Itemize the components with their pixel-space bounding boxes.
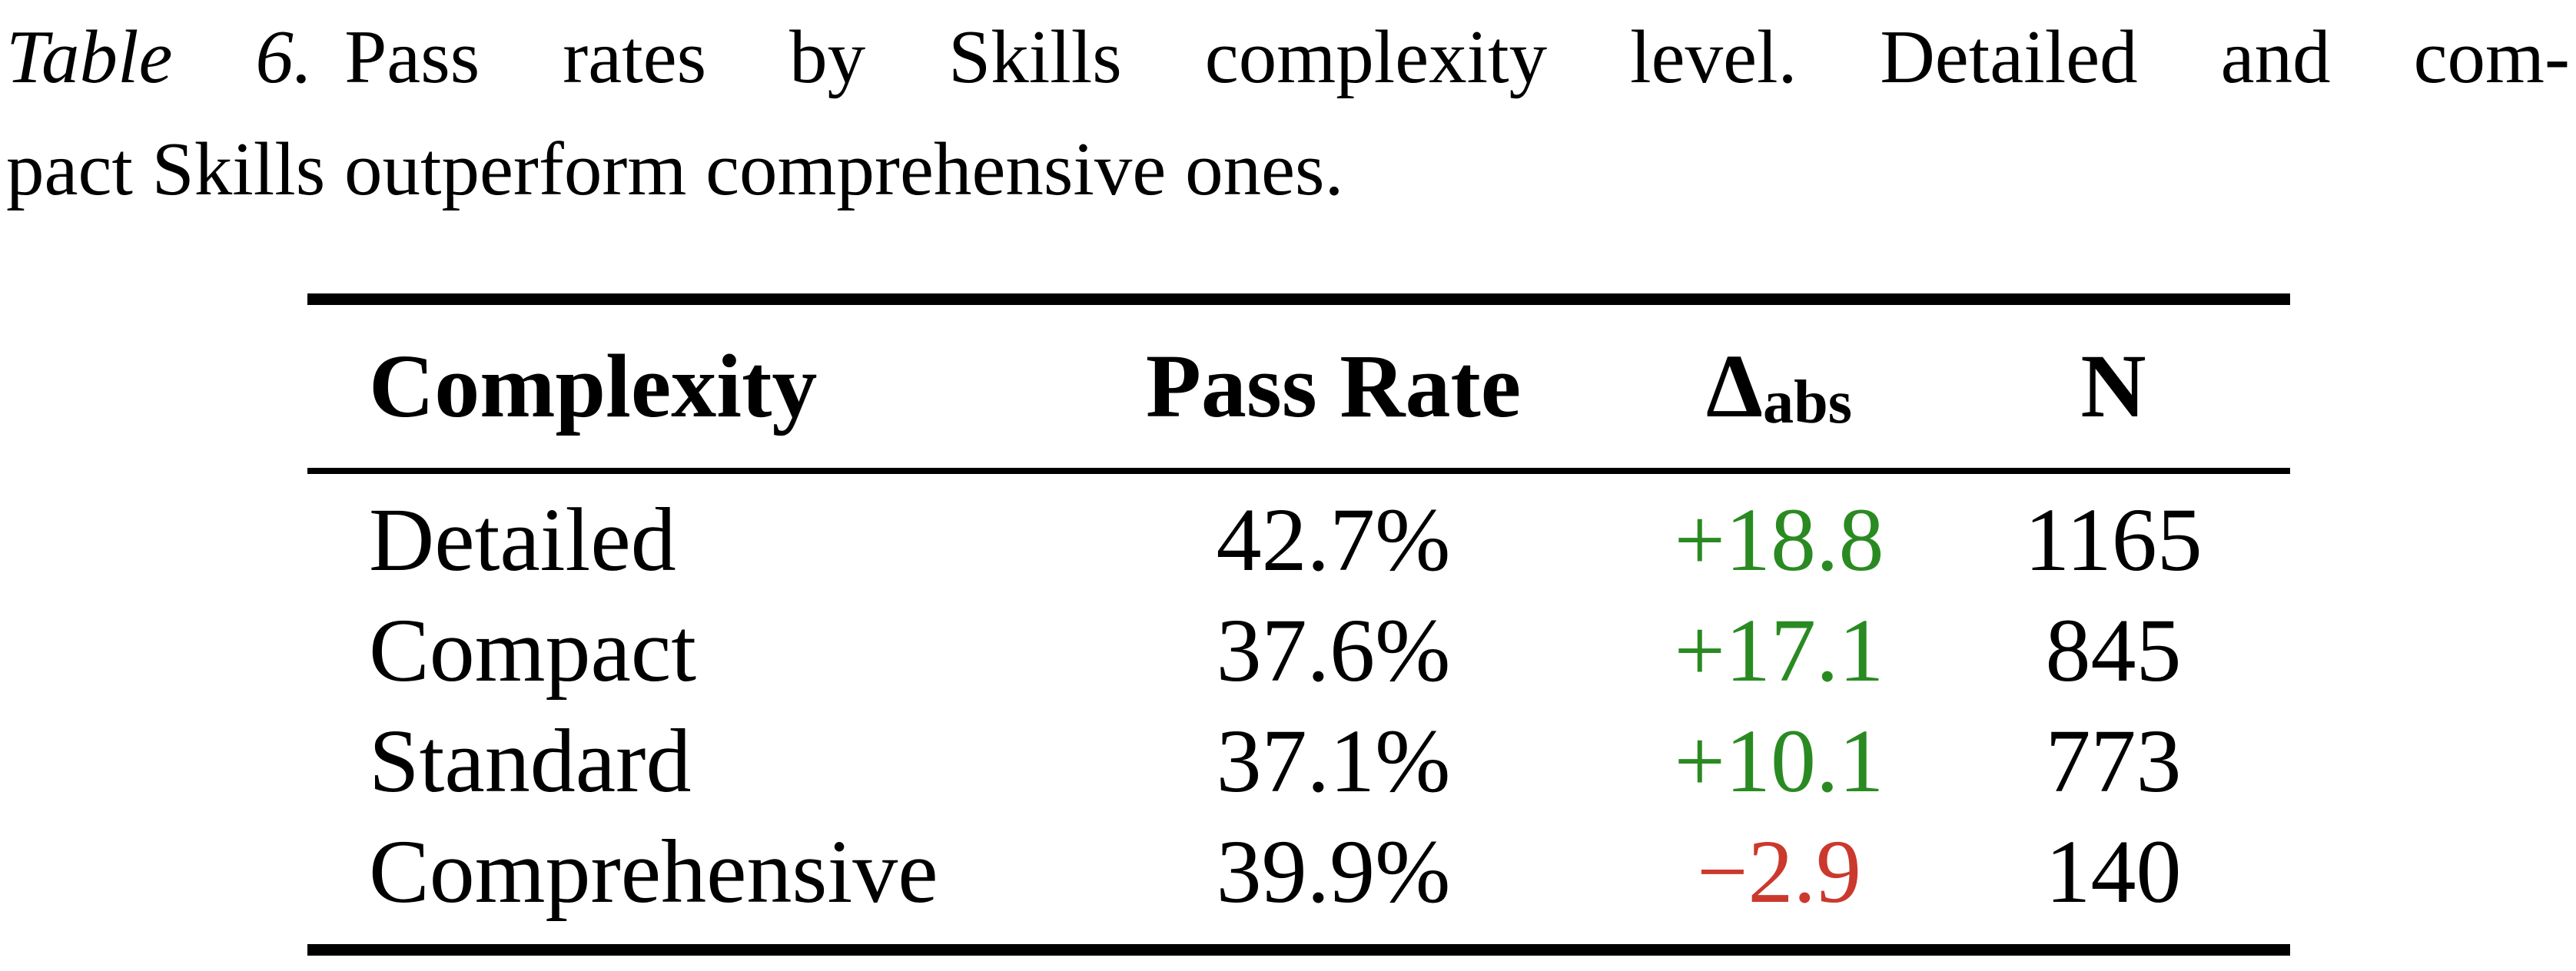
cell-n: 1165: [2024, 489, 2203, 590]
column-header-complexity: Complexity: [369, 336, 818, 436]
cell-complexity: Detailed: [369, 489, 676, 590]
cell-complexity: Standard: [369, 711, 692, 811]
table-body: Detailed 42.7% +18.8 1165 Compact 37.6% …: [307, 474, 2290, 944]
column-header-n: N: [2080, 336, 2146, 436]
cell-pass-rate: 37.1%: [1216, 711, 1451, 811]
cell-delta-abs: +18.8: [1674, 489, 1884, 590]
cell-complexity: Compact: [369, 600, 697, 701]
caption-line-1: Table 6. Pass rates by Skills complexity …: [6, 2, 2570, 114]
table-row: Comprehensive 39.9% −2.9 140: [307, 817, 2290, 927]
cell-n: 845: [2045, 600, 2182, 701]
cell-delta-abs: −2.9: [1696, 821, 1862, 922]
table-row: Detailed 42.7% +18.8 1165: [307, 485, 2290, 595]
cell-delta-abs: +17.1: [1674, 600, 1884, 701]
cell-pass-rate: 37.6%: [1216, 600, 1451, 701]
cell-delta-abs: +10.1: [1674, 711, 1884, 811]
cell-pass-rate: 42.7%: [1216, 489, 1451, 590]
caption-text-line2: pact Skills outperform comprehensive one…: [6, 128, 1344, 211]
table-midrule: [307, 468, 2290, 474]
cell-n: 140: [2045, 821, 2182, 922]
table-caption: Table 6. Pass rates by Skills complexity …: [6, 2, 2570, 226]
caption-text-line1: Pass rates by Skills complexity level. D…: [344, 15, 2570, 99]
cell-pass-rate: 39.9%: [1216, 821, 1451, 922]
table-row: Standard 37.1% +10.1 773: [307, 706, 2290, 817]
cell-n: 773: [2045, 711, 2182, 811]
delta-symbol: Δ: [1706, 336, 1763, 436]
table-row: Compact 37.6% +17.1 845: [307, 595, 2290, 706]
column-header-pass-rate: Pass Rate: [1145, 336, 1522, 436]
caption-label: Table 6.: [6, 15, 313, 99]
cell-complexity: Comprehensive: [369, 821, 938, 922]
